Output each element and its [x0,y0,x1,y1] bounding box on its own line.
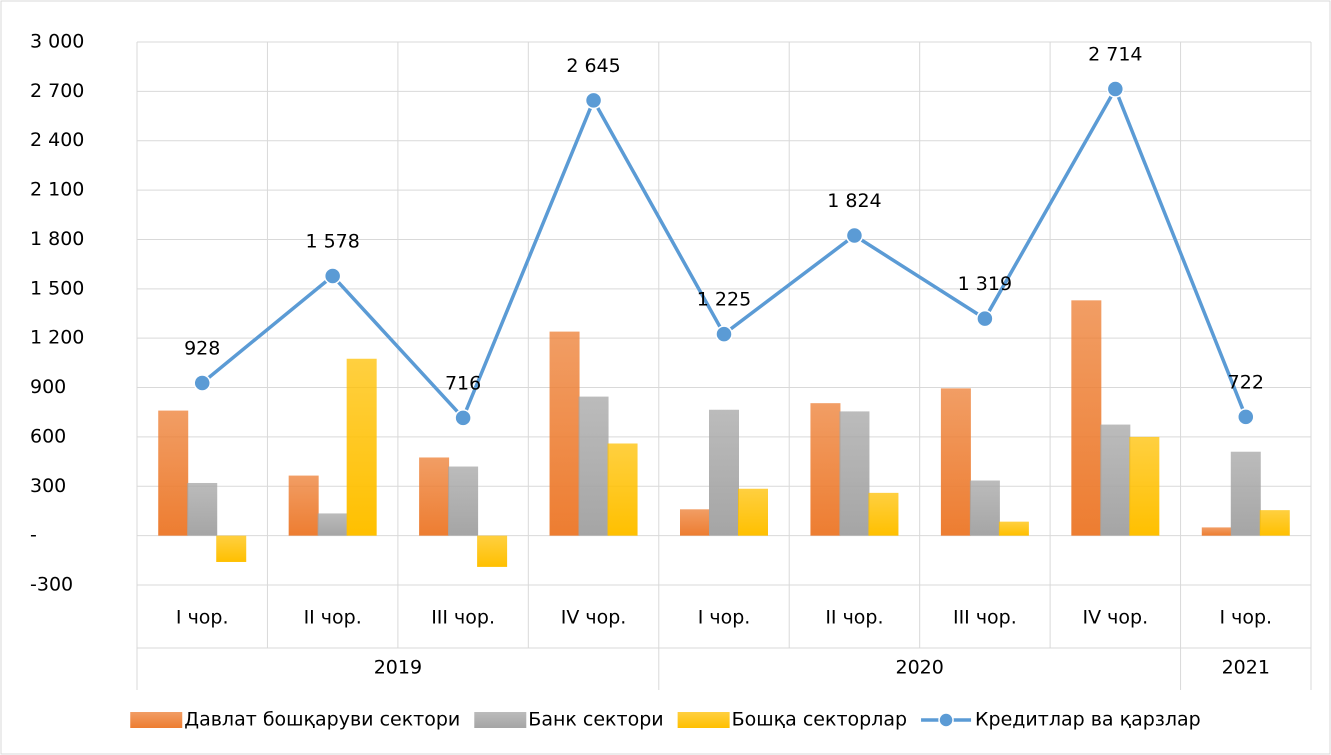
bar [578,396,609,536]
x-tick-label: III чор. [953,607,1017,629]
legend: Давлат бошқаруви сектори Банк сектори Бошқ… [130,709,1201,731]
bar [1230,451,1261,536]
legend-label: Давлат бошқаруви сектори [184,709,460,731]
line-point [193,374,211,392]
y-tick-label: 900 [30,376,66,398]
bar [1100,424,1131,536]
bar [868,492,899,536]
bar [998,521,1029,536]
line-point [976,309,994,328]
x-tick-label: II чор. [304,607,362,629]
group-label: 2021 [1222,657,1270,679]
bar [346,358,377,536]
bar [448,466,479,536]
x-tick-label: IV чор. [561,607,627,629]
bar [738,488,768,536]
line-point [845,226,864,245]
data-label: 722 [1228,371,1264,393]
bar [1129,436,1160,536]
x-tick-label: I чор. [698,607,751,629]
line-point [1237,408,1255,426]
legend-swatch [474,712,527,728]
bar [158,410,189,536]
data-label: 1 578 [305,230,359,252]
line-point [454,409,472,427]
x-tick-label: I чор. [176,607,229,629]
y-tick-label: 1 500 [30,277,84,299]
y-tick-label: 2 100 [30,179,84,201]
y-tick-label: 3 000 [30,31,84,53]
line-point [1106,80,1125,98]
data-label: 928 [184,337,220,359]
group-label: 2019 [374,657,422,679]
x-tick-label: I чор. [1219,607,1272,629]
bar [477,535,508,567]
data-label: 1 824 [827,190,881,212]
line-point [323,267,342,285]
bar [216,535,247,562]
bar [709,409,739,536]
bar [1071,300,1102,536]
data-label: 1 225 [697,289,751,311]
bar [288,475,319,536]
legend-swatch [130,712,183,728]
data-label: 1 319 [958,273,1012,295]
group-label: 2020 [895,657,943,679]
y-tick-label: 2 700 [30,80,84,102]
legend-marker [938,712,954,728]
x-tick-label: III чор. [431,607,495,629]
y-tick-label: - [30,524,37,546]
x-tick-label: IV чор. [1083,607,1149,629]
legend-label: Бошқа секторлар [732,709,907,731]
bar [940,388,971,536]
data-label: 2 714 [1088,44,1142,66]
line-point [584,91,603,110]
bar [187,482,218,536]
legend-label: Банк сектори [528,709,663,731]
bar [1259,510,1290,536]
bar [549,331,580,536]
y-tick-label: 600 [30,425,66,447]
bar [317,513,348,536]
bar [810,403,841,536]
x-tick-label: II чор. [825,607,883,629]
y-tick-label: 1 800 [30,228,84,250]
bar [607,443,638,536]
bar [419,457,450,536]
data-label: 2 645 [566,55,620,77]
y-tick-label: 300 [30,475,66,497]
line-point [715,325,733,343]
y-tick-label: -300 [30,574,73,596]
bar [839,411,870,536]
data-label: 716 [445,372,481,394]
y-tick-label: 2 400 [30,129,84,151]
bar [969,480,1000,536]
bar [1201,527,1232,536]
legend-label: Кредитлар ва қарзлар [975,709,1201,731]
legend-swatch [677,712,730,728]
bar [680,509,710,536]
y-tick-label: 1 200 [30,327,84,349]
